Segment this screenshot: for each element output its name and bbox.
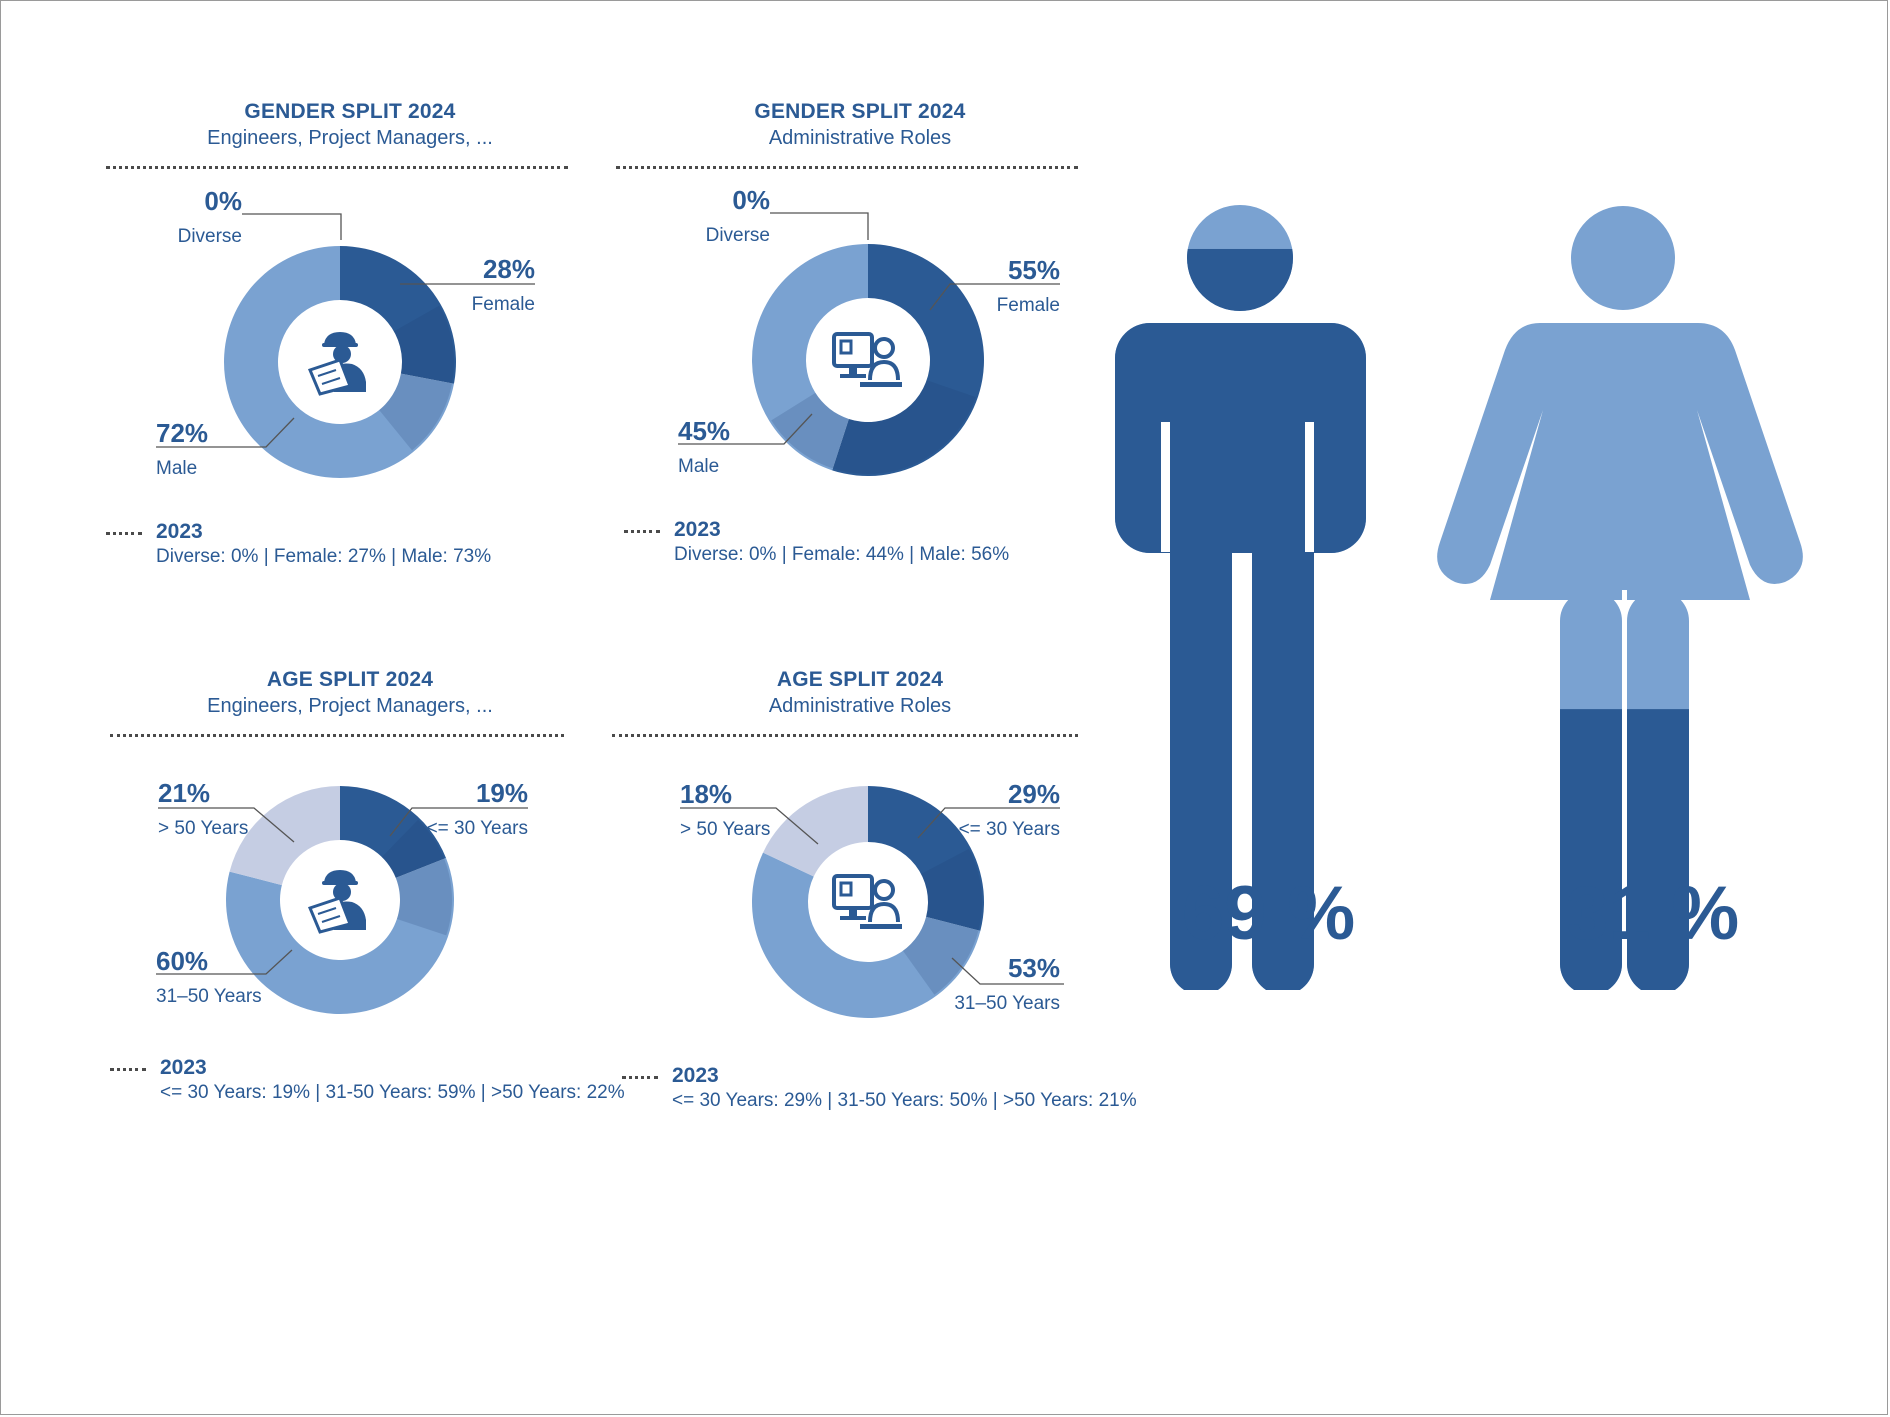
leader-line-male (678, 413, 813, 445)
slice-label-50-years: > 50 Years (680, 819, 770, 840)
leader-line-diverse (242, 213, 342, 240)
donut-slice-male (223, 246, 454, 479)
female-percentage: 31 % (1566, 871, 1740, 956)
panel-header: GENDER SPLIT 2024 Administrative Roles (600, 100, 1120, 150)
donut-shadow (381, 819, 452, 936)
leader-line-30-years (917, 807, 1060, 839)
donut-slice-female (340, 246, 456, 384)
panel-header: GENDER SPLIT 2024 Engineers, Project Man… (90, 100, 610, 150)
slice-value-30-years: 29% (1008, 779, 1060, 809)
panel-title: GENDER SPLIT 2024 (244, 100, 456, 123)
engineer-icon (307, 870, 366, 934)
previous-year-values: Diverse: 0% | Female: 27% | Male: 73% (156, 546, 492, 567)
previous-year-label: 2023 (674, 518, 721, 541)
previous-year-label: 2023 (156, 520, 203, 543)
leader-line-diverse (770, 212, 869, 240)
slice-value-diverse: 0% (204, 186, 242, 216)
leader-line-50-years (158, 807, 295, 843)
slice-label-30-years: <= 30 Years (427, 818, 528, 839)
slice-value-50-years: 18% (680, 779, 732, 809)
panel-title: AGE SPLIT 2024 (776, 668, 944, 691)
slice-value-female: 55% (1008, 255, 1060, 285)
slice-label-31-50-years: 31–50 Years (954, 993, 1060, 1014)
gender-figures-svg (1115, 205, 1803, 990)
male-percentage: 69 % (1182, 871, 1356, 956)
previous-year-label: 2023 (672, 1064, 719, 1087)
donut-slice-50-years (229, 786, 340, 886)
gender-admin-donut-chart: 55% Female 45% Male 0% Diverse (678, 185, 1060, 477)
donut-center (808, 300, 928, 420)
panel-title: AGE SPLIT 2024 (266, 668, 434, 691)
slice-label-female: Female (472, 294, 535, 315)
slice-label-30-years: <= 30 Years (959, 819, 1060, 840)
slice-value-male: 72% (156, 418, 208, 448)
donut-shadow (771, 380, 976, 474)
previous-year-values: <= 30 Years: 29% | 31-50 Years: 50% | >5… (672, 1090, 1137, 1111)
office-worker-icon (832, 332, 902, 387)
slice-value-diverse: 0% (732, 185, 770, 215)
leader-line-50-years (680, 807, 819, 845)
dotted-leader (110, 1068, 146, 1071)
dotted-divider (110, 734, 564, 737)
male-arm-gap (1161, 422, 1170, 552)
dotted-leader (624, 530, 660, 533)
office-worker-icon (832, 874, 902, 929)
previous-year-values: <= 30 Years: 19% | 31-50 Years: 59% | >5… (160, 1082, 625, 1103)
slice-value-31-50-years: 60% (156, 946, 208, 976)
previous-year-label: 2023 (160, 1056, 207, 1079)
age-split-admin-panel: AGE SPLIT 2024 Administrative Roles 29% <… (600, 668, 1137, 1128)
gender-split-engineers-panel: GENDER SPLIT 2024 Engineers, Project Man… (90, 100, 610, 567)
slice-label-50-years: > 50 Years (158, 818, 248, 839)
panel-subtitle: Engineers, Project Managers, ... (207, 127, 493, 149)
panel-subtitle: Engineers, Project Managers, ... (207, 695, 493, 717)
slice-value-30-years: 19% (476, 778, 528, 808)
donut-slice-female (832, 244, 984, 476)
slice-label-31-50-years: 31–50 Years (156, 986, 262, 1007)
panel-header: AGE SPLIT 2024 Engineers, Project Manage… (90, 668, 610, 718)
donut-shadow (379, 305, 454, 451)
donut-center (810, 844, 926, 960)
leader-line-male (156, 417, 295, 448)
donut-slice-31-50-years (225, 858, 454, 1014)
leader-line-31-50-years (951, 957, 1064, 985)
slice-value-50-years: 21% (158, 778, 210, 808)
gender-split-admin-panel: GENDER SPLIT 2024 Administrative Roles 5… (600, 100, 1120, 565)
age-split-engineers-panel: AGE SPLIT 2024 Engineers, Project Manage… (90, 668, 625, 1128)
overall-gender-figures: 69 % 31 % (1100, 190, 1860, 990)
slice-value-31-50-years: 53% (1008, 953, 1060, 983)
age-admin-donut-chart: 29% <= 30 Years 53% 31–50 Years 18% > 50 Year… (680, 779, 1064, 1018)
dotted-leader (106, 532, 142, 535)
panel-header: AGE SPLIT 2024 Administrative Roles (600, 668, 1120, 718)
donut-slice-50-years (763, 786, 868, 877)
dotted-leader (622, 1076, 658, 1079)
leader-line-30-years (389, 807, 528, 837)
male-arm-gap (1305, 422, 1314, 552)
donut-shadow (902, 848, 982, 995)
panel-title: GENDER SPLIT 2024 (754, 100, 966, 123)
dotted-divider (612, 734, 1078, 737)
slice-label-male: Male (678, 456, 719, 477)
previous-year-values: Diverse: 0% | Female: 44% | Male: 56% (674, 544, 1010, 565)
leader-line-31-50-years (156, 949, 293, 975)
panel-subtitle: Administrative Roles (768, 127, 952, 149)
age-engineers-donut-chart: 19% <= 30 Years 60% 31–50 Years 21% > 50 Year… (156, 778, 528, 1014)
leader-line-female (929, 283, 1060, 311)
slice-value-female: 28% (483, 254, 535, 284)
dotted-divider (616, 166, 1078, 169)
donut-slice-31-50-years (752, 852, 981, 1018)
panel-subtitle: Administrative Roles (768, 695, 952, 717)
slice-label-female: Female (997, 295, 1060, 316)
gender-engineers-donut-chart: 28% Female 72% Male 0% Diverse (156, 186, 535, 479)
engineer-icon (307, 332, 366, 396)
dotted-divider (106, 166, 568, 169)
donut-slice-male (751, 244, 868, 471)
slice-label-diverse: Diverse (706, 225, 770, 246)
slice-label-diverse: Diverse (178, 226, 242, 247)
slice-label-male: Male (156, 458, 197, 479)
donut-slice-30-years (868, 786, 984, 931)
slice-value-male: 45% (678, 416, 730, 446)
